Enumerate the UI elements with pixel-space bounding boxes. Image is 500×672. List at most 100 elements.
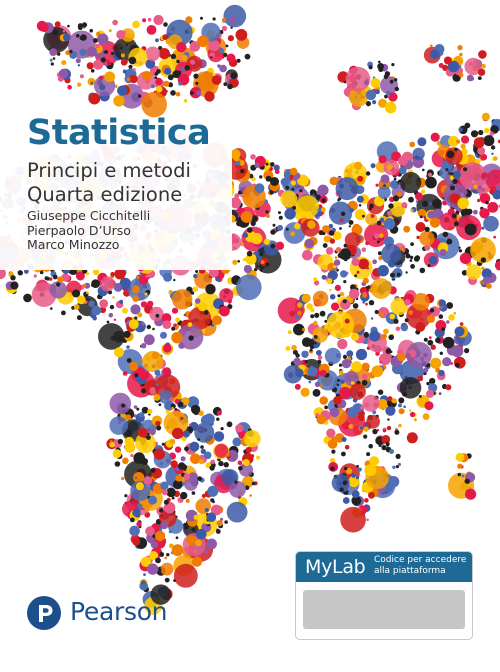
- map-dot: [388, 92, 398, 102]
- map-dot: [349, 288, 360, 299]
- map-dot: [463, 167, 468, 172]
- map-dot: [329, 238, 336, 244]
- map-dot: [0, 267, 6, 280]
- map-dot: [171, 406, 174, 410]
- map-dot: [366, 452, 371, 457]
- map-dot: [317, 208, 321, 212]
- map-dot: [141, 406, 149, 414]
- map-dot: [291, 344, 297, 351]
- map-dot: [191, 556, 203, 567]
- map-dot: [309, 348, 313, 352]
- map-dot: [81, 22, 88, 28]
- scratch-code-area[interactable]: [303, 590, 465, 629]
- map-dot: [227, 83, 233, 90]
- map-dot: [377, 251, 382, 256]
- map-dot: [466, 264, 482, 280]
- map-dot: [363, 333, 369, 338]
- map-dot: [327, 439, 338, 449]
- map-dot: [424, 226, 430, 232]
- map-dot: [454, 326, 465, 337]
- map-dot: [421, 189, 426, 194]
- map-dot: [412, 293, 430, 311]
- map-dot: [153, 90, 157, 94]
- map-dot: [430, 132, 440, 142]
- map-dot: [480, 153, 488, 161]
- map-dot: [273, 164, 280, 171]
- map-dot: [380, 217, 385, 222]
- map-dot: [466, 208, 473, 215]
- map-dot: [340, 299, 351, 310]
- map-dot: [410, 242, 414, 247]
- map-dot: [340, 270, 348, 278]
- map-dot: [294, 314, 300, 319]
- map-dot: [200, 16, 203, 20]
- map-dot: [369, 285, 372, 288]
- map-dot: [343, 466, 348, 471]
- map-dot: [226, 449, 239, 462]
- map-dot: [116, 29, 126, 40]
- map-dot: [427, 210, 436, 219]
- map-dot: [99, 84, 106, 91]
- map-dot: [383, 218, 396, 230]
- map-dot: [313, 320, 318, 326]
- map-dot: [180, 456, 186, 462]
- map-dot: [335, 177, 359, 201]
- map-dot: [379, 312, 385, 317]
- map-dot: [365, 241, 370, 246]
- map-dot: [310, 307, 315, 313]
- map-dot: [479, 192, 491, 204]
- map-dot: [428, 201, 432, 206]
- map-dot: [260, 268, 263, 272]
- map-dot: [43, 26, 70, 53]
- map-dot: [86, 62, 94, 70]
- map-dot: [398, 408, 405, 415]
- map-dot: [317, 355, 323, 360]
- map-dot: [49, 277, 53, 281]
- map-dot: [210, 459, 216, 465]
- map-dot: [362, 292, 367, 296]
- map-dot: [184, 477, 198, 491]
- map-dot: [464, 223, 477, 236]
- map-dot: [238, 466, 243, 471]
- map-dot: [369, 330, 381, 342]
- map-dot: [190, 59, 196, 65]
- map-dot: [320, 207, 326, 213]
- map-dot: [426, 381, 430, 386]
- map-dot: [10, 281, 19, 290]
- map-dot: [312, 290, 329, 307]
- map-dot: [97, 294, 102, 300]
- map-dot: [147, 17, 152, 22]
- map-dot: [477, 147, 486, 155]
- map-dot: [287, 330, 292, 335]
- map-dot: [284, 208, 296, 220]
- map-dot: [369, 203, 374, 209]
- map-dot: [95, 43, 100, 49]
- map-dot: [110, 440, 113, 443]
- map-dot: [443, 56, 452, 65]
- map-dot: [365, 171, 371, 176]
- map-dot: [230, 197, 242, 209]
- map-dot: [90, 81, 94, 85]
- map-dot: [234, 193, 240, 199]
- map-dot: [376, 220, 382, 226]
- map-dot: [375, 351, 380, 356]
- map-dot: [400, 323, 409, 332]
- map-dot: [150, 541, 159, 549]
- map-dot: [108, 29, 112, 33]
- map-dot: [39, 270, 44, 275]
- map-dot: [265, 175, 272, 182]
- map-dot: [490, 125, 499, 134]
- map-dot: [218, 460, 224, 467]
- map-dot: [223, 462, 229, 468]
- map-dot: [173, 323, 177, 327]
- map-dot: [483, 135, 495, 147]
- map-dot: [388, 203, 394, 209]
- map-dot: [451, 345, 464, 358]
- map-dot: [322, 243, 328, 248]
- map-dot: [459, 322, 464, 326]
- map-dot: [136, 275, 140, 280]
- map-dot: [410, 264, 415, 269]
- map-dot: [58, 68, 69, 79]
- map-dot: [389, 79, 394, 84]
- map-dot: [337, 338, 348, 350]
